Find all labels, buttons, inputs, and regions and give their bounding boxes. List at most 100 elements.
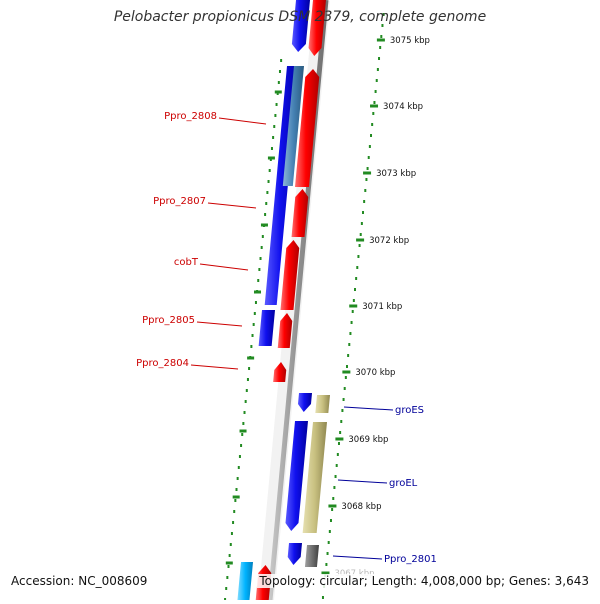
ruler-dot	[277, 81, 280, 84]
ruler-dot	[358, 244, 361, 247]
ruler-dash	[232, 495, 240, 499]
ruler-dot	[380, 35, 383, 38]
ruler-dot	[225, 587, 228, 590]
ruler-dot	[267, 180, 270, 183]
gene-label-leader	[218, 117, 267, 125]
reverse-cds-feature	[258, 310, 275, 346]
ruler-dot	[343, 387, 346, 390]
ruler-dot	[337, 442, 340, 445]
ruler-tick	[349, 304, 358, 308]
ruler-dot	[238, 455, 241, 458]
ruler-dot	[341, 409, 344, 412]
ruler-dot	[253, 312, 256, 315]
ruler-dot	[354, 288, 356, 291]
forward-cds-feature	[273, 362, 287, 382]
ruler-tick	[370, 104, 379, 108]
ruler-ticks: 3075 kbp 3074 kbp 3073 kbp 3072 kbp 3071 kbp…	[321, 36, 430, 579]
other-feature	[282, 66, 304, 186]
ruler-dot	[257, 279, 260, 282]
ruler-dot	[342, 398, 345, 401]
other-feature	[315, 395, 330, 413]
ruler-dot	[379, 46, 382, 49]
ruler-dot	[336, 453, 339, 456]
ruler-dot	[360, 222, 363, 225]
ruler-tick	[342, 370, 351, 374]
gene-label-leader	[190, 364, 239, 370]
ruler-dot	[274, 114, 277, 117]
ruler-dot	[331, 508, 334, 511]
ruler-dot	[229, 543, 232, 546]
genome-summary: Topology: circular; Length: 4,008,000 bp…	[257, 574, 591, 588]
ruler-dot	[254, 301, 257, 304]
ruler-dot	[265, 202, 268, 205]
ruler-tick-label: 3074 kbp	[383, 102, 423, 112]
gene-label: Ppro_2804	[136, 358, 189, 369]
ruler-dot	[366, 167, 369, 170]
ruler-dot	[250, 345, 253, 348]
ruler-dot	[372, 112, 375, 115]
ruler-dot	[230, 532, 233, 535]
left-ruler-dashes	[225, 90, 282, 565]
gene-label: Ppro_2805	[142, 315, 195, 326]
ruler-dot	[325, 563, 328, 566]
ruler-dot	[378, 57, 381, 60]
ruler-dot	[260, 246, 263, 249]
ruler-dot	[348, 343, 351, 346]
ruler-dot	[340, 420, 343, 423]
ruler-dot	[333, 486, 336, 489]
ruler-dot	[278, 70, 281, 73]
ruler-dot	[237, 466, 240, 469]
gene-label: Ppro_2807	[153, 196, 206, 207]
ruler-dot	[362, 211, 365, 214]
ruler-dot	[347, 354, 350, 357]
ruler-dash	[274, 90, 282, 94]
ruler-dot	[364, 189, 367, 192]
ruler-dot	[375, 79, 378, 82]
ruler-dot	[266, 191, 269, 194]
ruler-dot	[268, 169, 271, 172]
ruler-dot	[258, 268, 261, 271]
ruler-dot	[244, 400, 247, 403]
ruler-dot	[344, 376, 347, 379]
ruler-dot	[241, 433, 244, 436]
ruler-dot	[233, 510, 236, 513]
forward-cds-feature	[291, 189, 309, 237]
ruler-dot	[332, 497, 335, 500]
ruler-tick-label: 3071 kbp	[362, 302, 402, 312]
ruler-tick-label: 3072 kbp	[369, 236, 409, 246]
ruler-dash	[247, 356, 255, 360]
ruler-dash	[260, 223, 268, 227]
ruler-dot	[370, 134, 373, 137]
gene-label-leader	[196, 321, 243, 327]
ruler-dot	[270, 147, 273, 150]
ruler-tick	[335, 437, 344, 441]
ruler-dot	[355, 277, 358, 280]
ruler-tick	[328, 504, 337, 508]
ruler-dot	[245, 389, 248, 392]
ruler-dot	[243, 411, 246, 414]
ruler-dot	[345, 365, 348, 368]
ruler-dot	[373, 101, 376, 104]
ruler-tick	[356, 238, 365, 242]
ruler-dot	[365, 178, 368, 181]
other-feature	[237, 562, 253, 600]
gene-label: Ppro_2801	[384, 554, 437, 565]
ruler-dash	[225, 561, 233, 565]
ruler-dot	[272, 136, 275, 139]
ruler-dot	[252, 323, 255, 326]
ruler-tick-label: 3070 kbp	[355, 368, 395, 378]
ruler-dot	[334, 475, 337, 478]
ruler-dot	[248, 367, 251, 370]
ruler-dot	[382, 13, 385, 16]
ruler-dot	[264, 213, 267, 216]
ruler-tick	[363, 171, 372, 175]
ruler-tick-label: 3073 kbp	[376, 169, 416, 179]
gene-label-leader	[207, 202, 257, 209]
ruler-dot	[321, 596, 324, 599]
ruler-dots-right	[321, 13, 385, 599]
gene-features	[237, 0, 330, 600]
gene-label: groEL	[389, 478, 418, 489]
ruler-dot	[349, 332, 352, 335]
